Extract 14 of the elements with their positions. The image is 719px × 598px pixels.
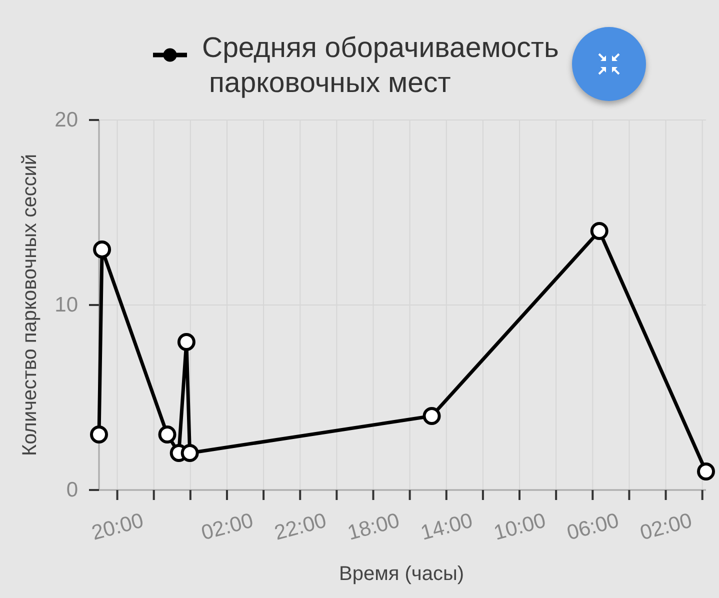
x-tick-label: 14:00 — [418, 509, 476, 545]
x-tick-label: 06:00 — [564, 509, 622, 545]
x-tick-label: 02:00 — [638, 509, 694, 545]
x-tick-label: 22:00 — [272, 509, 329, 545]
x-tick-label: 02:00 — [198, 509, 256, 545]
x-tick-label: 10:00 — [492, 509, 548, 545]
x-tick-label: 18:00 — [345, 509, 402, 545]
y-tick-label: 20 — [54, 108, 78, 132]
y-tick-label: 10 — [54, 294, 78, 317]
y-axis-title: Количество парковочных сессий — [19, 154, 41, 456]
y-tick-label: 0 — [66, 478, 78, 502]
x-tick-label: 20:00 — [89, 509, 146, 545]
legend-label: Средняя оборачиваемость парковочных мест — [202, 32, 559, 99]
x-axis-title: Время (часы) — [339, 563, 464, 585]
